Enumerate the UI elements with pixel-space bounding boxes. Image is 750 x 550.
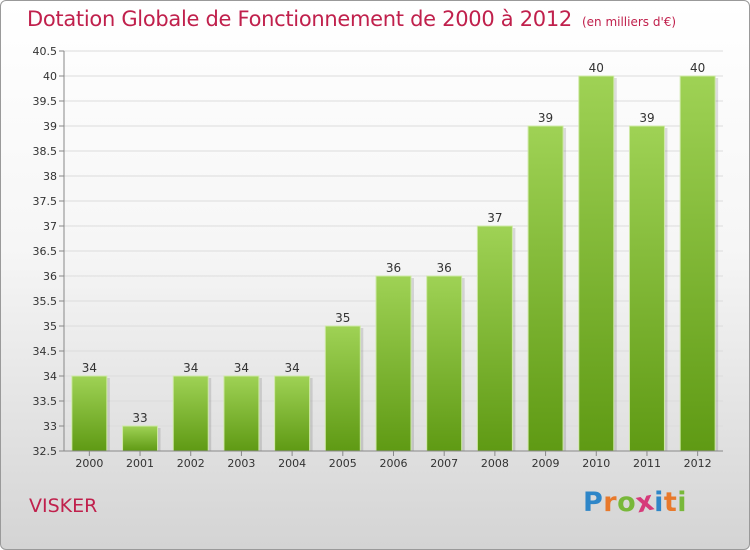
y-tick-label: 39.5 xyxy=(33,95,58,108)
data-label-2001: 33 xyxy=(132,411,147,425)
y-tick-label: 38 xyxy=(43,170,57,183)
logo-letter: o xyxy=(617,487,637,518)
y-tick-label: 33 xyxy=(43,420,57,433)
bar-2009[interactable] xyxy=(527,125,564,452)
bar-2000[interactable] xyxy=(71,375,108,452)
bar-2010[interactable] xyxy=(578,75,615,452)
y-tick-label: 33.5 xyxy=(33,395,58,408)
y-tick-label: 32.5 xyxy=(33,445,58,458)
bar-2004[interactable] xyxy=(274,375,311,452)
y-tick-label: 38.5 xyxy=(33,145,58,158)
logo-letter: t xyxy=(663,487,678,518)
logo-letter: r xyxy=(603,487,618,518)
x-tick-label-2011: 2011 xyxy=(633,457,661,470)
y-tick-label: 36.5 xyxy=(33,245,58,258)
data-label-2012: 40 xyxy=(690,61,705,75)
bar-2008[interactable] xyxy=(476,225,513,452)
x-tick-label-2001: 2001 xyxy=(126,457,154,470)
bar-2011[interactable] xyxy=(628,125,665,452)
bar-2012[interactable] xyxy=(679,75,716,452)
bar-2005[interactable] xyxy=(324,325,361,452)
y-tick-label: 40.5 xyxy=(33,45,58,58)
data-label-2006: 36 xyxy=(386,261,401,275)
bar-2007[interactable] xyxy=(426,275,463,452)
x-axis: 2000 2001 2002 2003 2004 2005 2006 2007 2008 2009… xyxy=(64,450,723,470)
chart-title: Dotation Globale de Fonctionnement de 20… xyxy=(27,7,677,31)
y-axis: 32.5 33 33.5 34 34.5 35 35.5 36 36.5 37 37.5 38 38.5… xyxy=(33,45,65,458)
y-tick-label: 37 xyxy=(43,220,57,233)
data-label-2004: 34 xyxy=(284,361,299,375)
y-tick-label: 40 xyxy=(43,70,57,83)
x-tick-label-2000: 2000 xyxy=(75,457,103,470)
bar-2002[interactable] xyxy=(172,375,209,452)
x-tick-label-2005: 2005 xyxy=(329,457,357,470)
logo-letter: P xyxy=(583,487,604,518)
bars xyxy=(71,75,719,452)
y-tick-label: 35.5 xyxy=(33,295,58,308)
y-tick-label: 34 xyxy=(43,370,57,383)
data-label-2007: 36 xyxy=(437,261,452,275)
y-tick-label: 34.5 xyxy=(33,345,58,358)
x-tick-label-2009: 2009 xyxy=(532,457,560,470)
bar-2003[interactable] xyxy=(223,375,260,452)
x-tick-label-2004: 2004 xyxy=(278,457,306,470)
chart-subtitle: (en milliers d'€) xyxy=(581,15,677,29)
data-label-2000: 34 xyxy=(82,361,97,375)
x-tick-label-2003: 2003 xyxy=(227,457,255,470)
logo-letter: i xyxy=(654,487,664,518)
logo-letter: i xyxy=(677,487,688,518)
x-tick-label-2002: 2002 xyxy=(177,457,205,470)
commune-name: VISKER xyxy=(29,495,98,517)
y-tick-label: 36 xyxy=(43,270,57,283)
x-tick-label-2010: 2010 xyxy=(582,457,610,470)
data-label-2002: 34 xyxy=(183,361,198,375)
y-tick-label: 35 xyxy=(43,320,57,333)
data-label-2003: 34 xyxy=(234,361,249,375)
data-label-2008: 37 xyxy=(487,211,502,225)
x-tick-label-2012: 2012 xyxy=(684,457,712,470)
data-label-2009: 39 xyxy=(538,111,553,125)
data-labels: 34 33 34 34 34 35 36 36 37 39 40 39 40 xyxy=(82,61,706,425)
bar-2001[interactable] xyxy=(122,425,159,452)
proxiti-logo[interactable]: Proxiti xyxy=(583,485,688,519)
x-tick-label-2007: 2007 xyxy=(430,457,458,470)
y-tick-label: 39 xyxy=(43,120,57,133)
data-label-2010: 40 xyxy=(589,61,604,75)
data-label-2011: 39 xyxy=(639,111,654,125)
data-label-2005: 35 xyxy=(335,311,350,325)
x-tick-label-2006: 2006 xyxy=(380,457,408,470)
x-tick-label-2008: 2008 xyxy=(481,457,509,470)
bar-2006[interactable] xyxy=(375,275,412,452)
y-tick-label: 37.5 xyxy=(33,195,58,208)
